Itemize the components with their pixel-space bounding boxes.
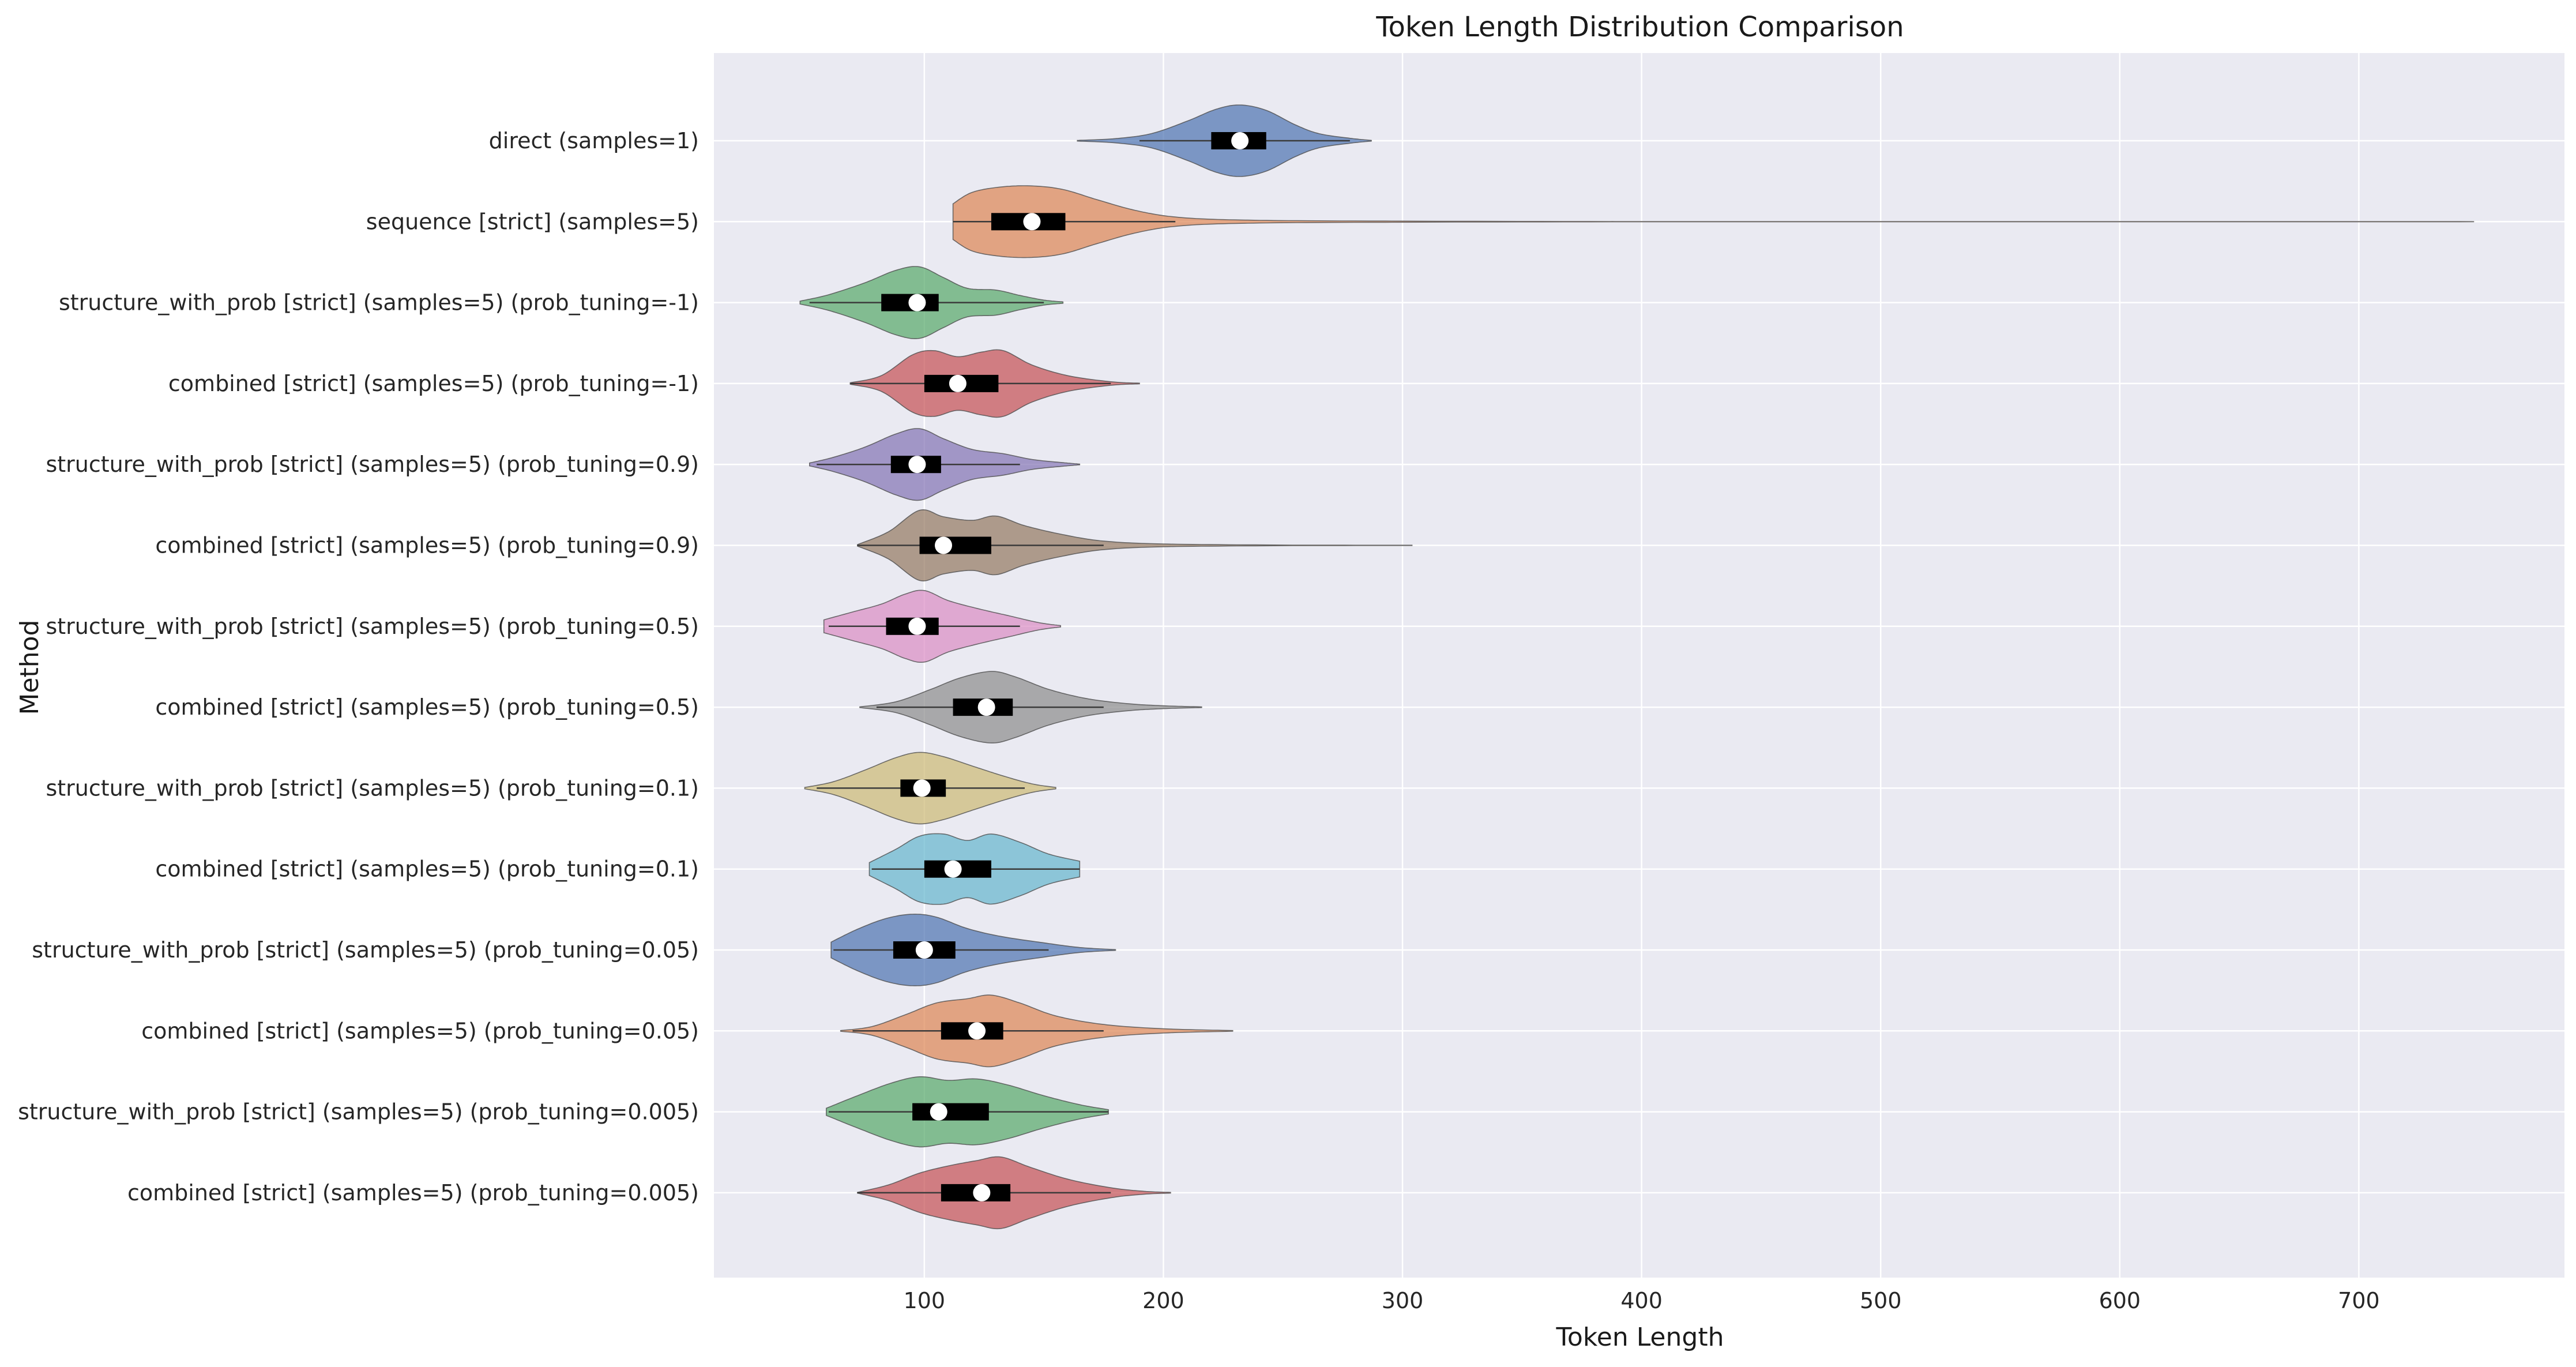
violin-iqr-box bbox=[912, 1103, 989, 1121]
y-tick-label: structure_with_prob [strict] (samples=5)… bbox=[46, 775, 699, 801]
x-tick-label: 500 bbox=[1860, 1288, 1902, 1313]
x-tick-label: 100 bbox=[904, 1288, 946, 1313]
x-tick-label: 300 bbox=[1382, 1288, 1424, 1313]
violin-median-marker bbox=[968, 1022, 986, 1040]
x-axis-ticks: 100 200 300 400 500 600 700 bbox=[904, 1288, 2380, 1313]
y-tick-label: structure_with_prob [strict] (samples=5)… bbox=[18, 1099, 699, 1125]
violin-body bbox=[952, 185, 2475, 258]
violins bbox=[799, 104, 2475, 1230]
x-tick-label: 400 bbox=[1620, 1288, 1663, 1313]
violin-median-marker bbox=[1023, 213, 1041, 231]
violin-median-marker bbox=[949, 374, 967, 392]
y-tick-label: combined [strict] (samples=5) (prob_tuni… bbox=[127, 1180, 699, 1205]
violin-median-marker bbox=[915, 941, 933, 959]
violin-median-marker bbox=[1231, 132, 1249, 149]
x-tick-label: 200 bbox=[1142, 1288, 1184, 1313]
chart-title: Token Length Distribution Comparison bbox=[1375, 11, 1904, 43]
y-tick-label: structure_with_prob [strict] (samples=5)… bbox=[46, 452, 699, 477]
violin-median-marker bbox=[930, 1103, 947, 1121]
y-tick-label: combined [strict] (samples=5) (prob_tuni… bbox=[155, 533, 699, 558]
violin-body bbox=[857, 509, 1413, 582]
y-axis-ticks: direct (samples=1) sequence [strict] (sam… bbox=[18, 128, 699, 1205]
violin-median-marker bbox=[935, 536, 953, 554]
y-tick-label: structure_with_prob [strict] (samples=5)… bbox=[32, 937, 699, 963]
y-tick-label: combined [strict] (samples=5) (prob_tuni… bbox=[155, 857, 699, 882]
y-tick-label: combined [strict] (samples=5) (prob_tuni… bbox=[155, 694, 699, 720]
violin-median-marker bbox=[977, 698, 995, 716]
violin-median-marker bbox=[973, 1184, 991, 1201]
violin-median-marker bbox=[908, 617, 926, 635]
violin-median-marker bbox=[908, 456, 926, 474]
y-tick-label: sequence [strict] (samples=5) bbox=[366, 209, 699, 234]
violin-median-marker bbox=[944, 860, 962, 878]
x-axis-label: Token Length bbox=[1556, 1323, 1724, 1352]
y-tick-label: combined [strict] (samples=5) (prob_tuni… bbox=[141, 1018, 699, 1043]
y-axis-label: Method bbox=[15, 619, 44, 715]
y-tick-label: structure_with_prob [strict] (samples=5)… bbox=[46, 614, 699, 639]
x-tick-label: 600 bbox=[2099, 1288, 2141, 1313]
x-tick-label: 700 bbox=[2338, 1288, 2380, 1313]
violin-iqr-box bbox=[919, 536, 991, 554]
y-tick-label: direct (samples=1) bbox=[489, 128, 699, 153]
violin-median-marker bbox=[913, 779, 931, 797]
violin-median-marker bbox=[908, 294, 926, 311]
y-tick-label: structure_with_prob [strict] (samples=5)… bbox=[59, 290, 699, 316]
y-tick-label: combined [strict] (samples=5) (prob_tuni… bbox=[168, 371, 699, 396]
